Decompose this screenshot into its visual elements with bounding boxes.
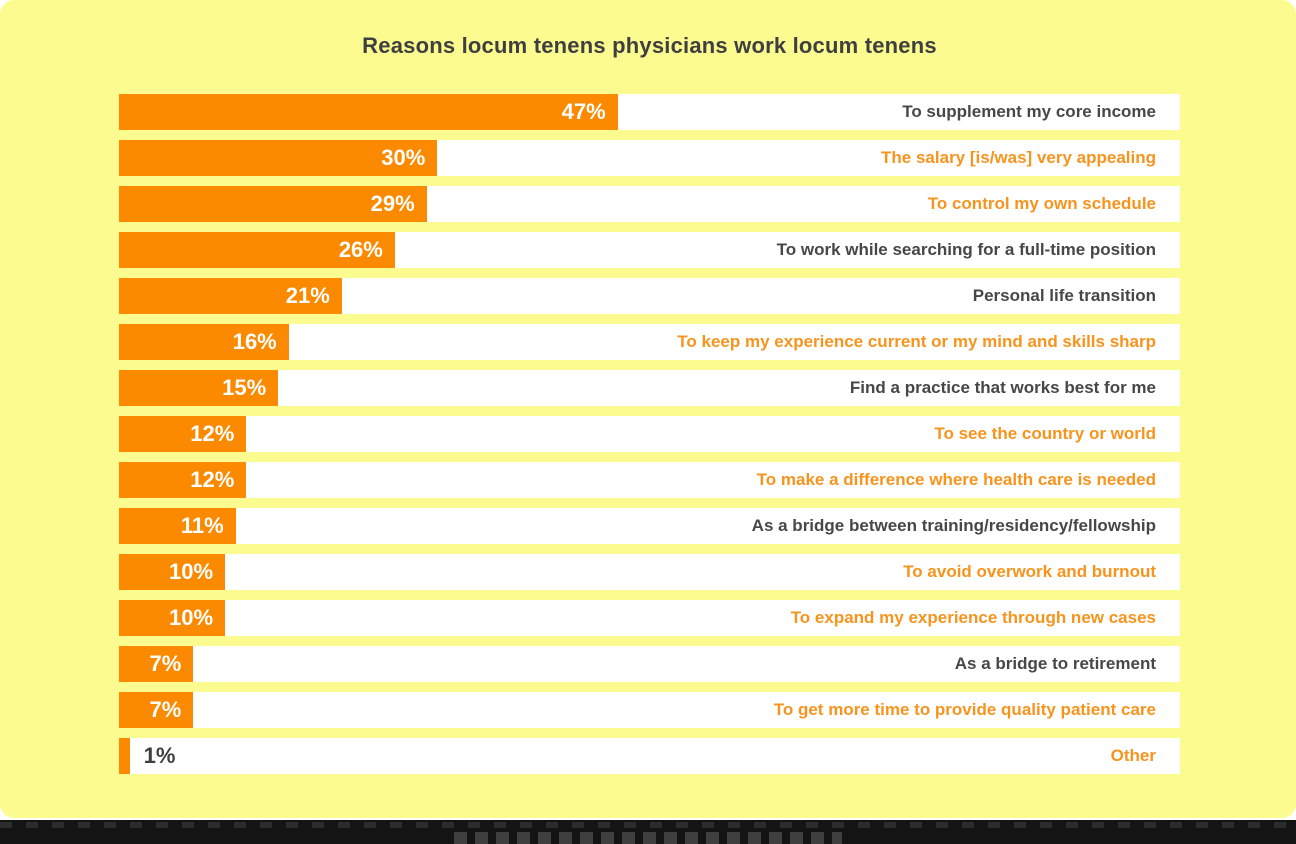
chart-card: Reasons locum tenens physicians work loc… — [0, 0, 1296, 818]
bar-row: 12% To see the country or world — [119, 416, 1180, 452]
clipped-text-artifact — [0, 822, 1296, 828]
bar-value-label: 47% — [561, 99, 606, 124]
bar-category-label: Personal life transition — [972, 286, 1156, 305]
bar-row: 47% To supplement my core income — [119, 94, 1180, 130]
bar-value-label: 21% — [285, 283, 330, 308]
bar-value-label: 7% — [149, 697, 182, 722]
bar-value-label: 11% — [180, 513, 224, 538]
chart-title: Reasons locum tenens physicians work loc… — [362, 33, 937, 58]
bar-value-label: 12% — [190, 467, 235, 492]
bar: 21% — [119, 278, 342, 314]
bar: 15% — [119, 370, 279, 406]
bar: 10% — [119, 600, 226, 636]
bar-row: 26% To work while searching for a full-ti… — [119, 232, 1180, 268]
bar-row: 7% As a bridge to retirement — [119, 646, 1180, 682]
bar-category-label: Find a practice that works best for me — [849, 378, 1156, 397]
bar-row: 1% Other — [119, 738, 1180, 774]
bar-value-label: 7% — [149, 651, 182, 676]
bar-value-label: 29% — [370, 191, 415, 216]
bar-value-label: 15% — [222, 375, 267, 400]
bar-category-label: To expand my experience through new case… — [790, 608, 1156, 627]
bar-category-label: The salary [is/was] very appealing — [881, 148, 1156, 167]
bar-category-label: Other — [1110, 746, 1156, 765]
bar-row: 30% The salary [is/was] very appealing — [119, 140, 1180, 176]
cutoff-footer-bar — [0, 820, 1296, 844]
bar-row: 29% To control my own schedule — [119, 186, 1180, 222]
bar: 16% — [119, 324, 289, 360]
bar-category-label: To see the country or world — [934, 424, 1156, 443]
bar-value-label: 30% — [381, 145, 426, 170]
bar: 10% — [119, 554, 226, 590]
bar-value-label: 26% — [338, 237, 383, 262]
clipped-caption-artifact — [454, 832, 842, 844]
bar-value-label: 12% — [190, 421, 235, 446]
bar-category-label: As a bridge between training/residency/f… — [751, 516, 1156, 535]
bar: 26% — [119, 232, 395, 268]
bar: 7% — [119, 646, 194, 682]
bar: 12% — [119, 462, 247, 498]
bar-category-label: To make a difference where health care i… — [756, 470, 1156, 489]
bar-category-label: As a bridge to retirement — [954, 654, 1156, 673]
bar-category-label: To get more time to provide quality pati… — [773, 700, 1156, 719]
bar: 7% — [119, 692, 194, 728]
bar-category-label: To keep my experience current or my mind… — [677, 332, 1156, 351]
bar-rows: 47% To supplement my core income 30% The sa… — [119, 94, 1180, 784]
bar-row: 16% To keep my experience current or my m… — [119, 324, 1180, 360]
bar-row: 10% To avoid overwork and burnout — [119, 554, 1180, 590]
bar: 29% — [119, 186, 427, 222]
bar-row: 7% To get more time to provide quality pa… — [119, 692, 1180, 728]
bar-row: 21% Personal life transition — [119, 278, 1180, 314]
bar-category-label: To supplement my core income — [902, 102, 1156, 121]
bar-row: 10% To expand my experience through new c… — [119, 600, 1180, 636]
bar: 47% — [119, 94, 618, 130]
bar — [119, 738, 130, 774]
bar-row: 11% As a bridge between training/residenc… — [119, 508, 1180, 544]
bar-row: 12% To make a difference where health car… — [119, 462, 1180, 498]
bar-category-label: To avoid overwork and burnout — [903, 562, 1156, 581]
bar-category-label: To control my own schedule — [927, 194, 1156, 213]
bar: 11% — [119, 508, 236, 544]
bar-category-label: To work while searching for a full-time … — [776, 240, 1156, 259]
bar: 30% — [119, 140, 438, 176]
bar-value-label: 1% — [143, 743, 176, 768]
bar: 12% — [119, 416, 247, 452]
bar-value-label: 10% — [169, 605, 214, 630]
bar-value-label: 16% — [232, 329, 277, 354]
bar-row: 15% Find a practice that works best for m… — [119, 370, 1180, 406]
bar-value-label: 10% — [169, 559, 214, 584]
